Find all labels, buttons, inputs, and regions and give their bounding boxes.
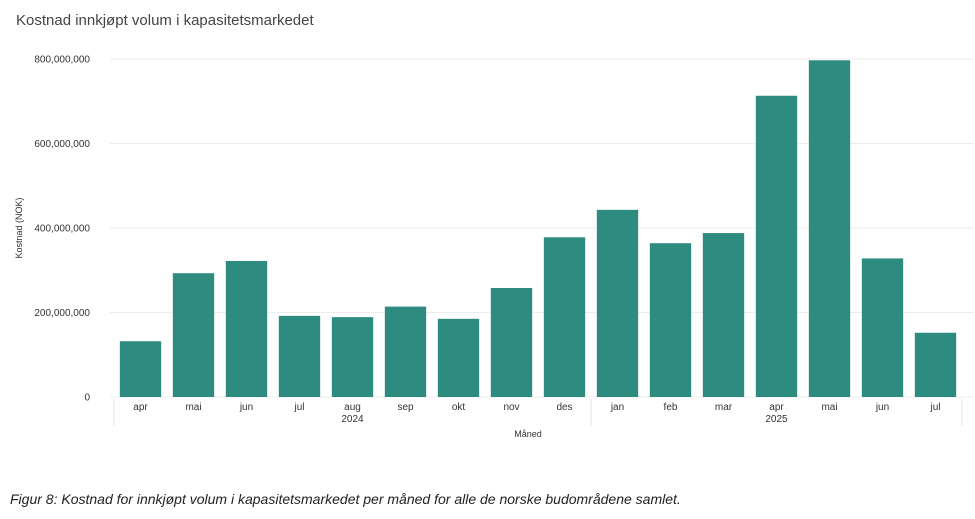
year-labels: 2024 2025	[113, 399, 963, 426]
bar-aug[interactable]	[331, 317, 374, 397]
x-tick-label: des	[556, 402, 572, 413]
y-tick-label: 200,000,000	[34, 308, 90, 319]
bar-feb[interactable]	[649, 243, 692, 397]
bar-nov[interactable]	[490, 287, 533, 397]
year-label: 2025	[765, 414, 788, 425]
x-tick-label: mar	[715, 402, 733, 413]
x-tick-label: sep	[397, 402, 414, 413]
bar-apr[interactable]	[119, 341, 162, 397]
x-tick-label: jan	[610, 402, 624, 413]
bar-des[interactable]	[543, 237, 586, 397]
chart-title: Kostnad innkjøpt volum i kapasitetsmarke…	[16, 12, 314, 29]
x-tick-label: mai	[185, 402, 201, 413]
year-label: 2024	[341, 414, 364, 425]
bar-okt[interactable]	[437, 318, 480, 397]
bar-mar[interactable]	[702, 233, 745, 397]
bar-jun[interactable]	[225, 260, 268, 397]
x-tick-label: mai	[821, 402, 837, 413]
y-tick-label: 600,000,000	[34, 139, 90, 150]
bar-jun[interactable]	[861, 258, 904, 397]
bars	[119, 60, 957, 398]
bar-jul[interactable]	[278, 315, 321, 397]
bar-jul[interactable]	[914, 332, 957, 397]
x-tick-label: jul	[293, 402, 304, 413]
y-tick-label: 400,000,000	[34, 224, 90, 235]
x-tick-label: aug	[344, 402, 361, 413]
y-tick-label: 0	[84, 393, 90, 404]
bar-mai[interactable]	[808, 60, 851, 398]
bar-jan[interactable]	[596, 209, 639, 397]
x-tick-label: jun	[875, 402, 889, 413]
bar-apr[interactable]	[755, 95, 798, 397]
x-tick-label: apr	[133, 402, 148, 413]
bar-mai[interactable]	[172, 273, 215, 397]
x-tick-label: okt	[452, 402, 466, 413]
x-tick-label: apr	[769, 402, 784, 413]
bar-sep[interactable]	[384, 306, 427, 397]
x-tick-label: jun	[239, 402, 253, 413]
x-axis-title: Måned	[514, 429, 542, 439]
bar-chart: 0 200,000,000 400,000,000 600,000,000 800,00…	[14, 55, 974, 439]
y-axis-title: Kostnad (NOK)	[14, 197, 24, 258]
figure-caption: Figur 8: Kostnad for innkjøpt volum i ka…	[10, 491, 681, 507]
y-tick-labels: 0 200,000,000 400,000,000 600,000,000 800,00…	[34, 55, 90, 404]
x-tick-label: nov	[503, 402, 519, 413]
x-tick-label: jul	[929, 402, 940, 413]
x-tick-label: feb	[664, 402, 678, 413]
x-tick-labels: apr mai jun jul aug sep okt nov des jan feb mar apr m…	[133, 402, 940, 413]
y-tick-label: 800,000,000	[34, 55, 90, 66]
